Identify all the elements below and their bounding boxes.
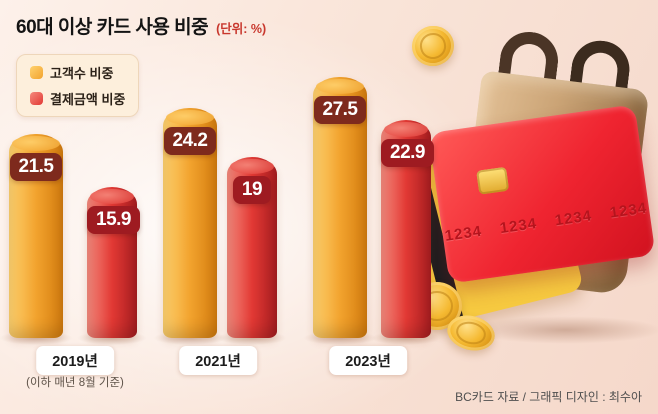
bar-cap <box>230 159 274 174</box>
category-label-2021년: 2021년 <box>179 346 257 375</box>
bar-value-label: 27.5 <box>313 96 367 124</box>
category-label-2023년: 2023년 <box>329 346 407 375</box>
page-title: 60대 이상 카드 사용 비중 <box>16 17 209 38</box>
header: 60대 이상 카드 사용 비중 (단위: %) <box>16 12 266 39</box>
chart-footnote: (이하 매년 8월 기준) <box>26 377 124 389</box>
category-label-2019년: 2019년 <box>36 346 114 375</box>
legend-swatch-orange <box>30 66 43 79</box>
ground-shadow <box>468 316 658 344</box>
legend-label: 결제금액 비중 <box>50 92 126 107</box>
legend-label: 고객수 비중 <box>50 66 114 81</box>
bar-cap <box>90 189 134 204</box>
bar-value-label: 22.9 <box>381 139 434 167</box>
source-credit: BC카드 자료 / 그래픽 디자인 : 최수아 <box>455 390 642 404</box>
unit-label: (단위: %) <box>216 22 267 36</box>
legend-item-customer-share: 고객수 비중 <box>30 63 125 82</box>
bar-series2-2023년: 22.9 <box>381 120 434 338</box>
legend-item-payment-share: 결제금액 비중 <box>30 89 125 108</box>
legend: 고객수 비중 결제금액 비중 <box>16 54 140 117</box>
bar-value-label: 15.9 <box>87 206 140 234</box>
bar-cap <box>384 122 428 137</box>
bar-cap <box>12 136 60 151</box>
bar-value-label: 19 <box>232 176 272 204</box>
bar-cap <box>166 110 214 125</box>
bar-value-label: 24.2 <box>163 127 217 155</box>
bar-series1-2021년: 24.2 <box>163 108 217 338</box>
bar-series2-2021년: 19 <box>227 157 277 338</box>
bar-cap <box>316 79 364 94</box>
bar-series2-2019년: 15.9 <box>87 187 140 338</box>
bar-value-label: 21.5 <box>9 153 63 181</box>
legend-swatch-red <box>30 92 43 105</box>
bar-series1-2023년: 27.5 <box>313 77 367 338</box>
bar-series1-2019년: 21.5 <box>9 134 63 338</box>
